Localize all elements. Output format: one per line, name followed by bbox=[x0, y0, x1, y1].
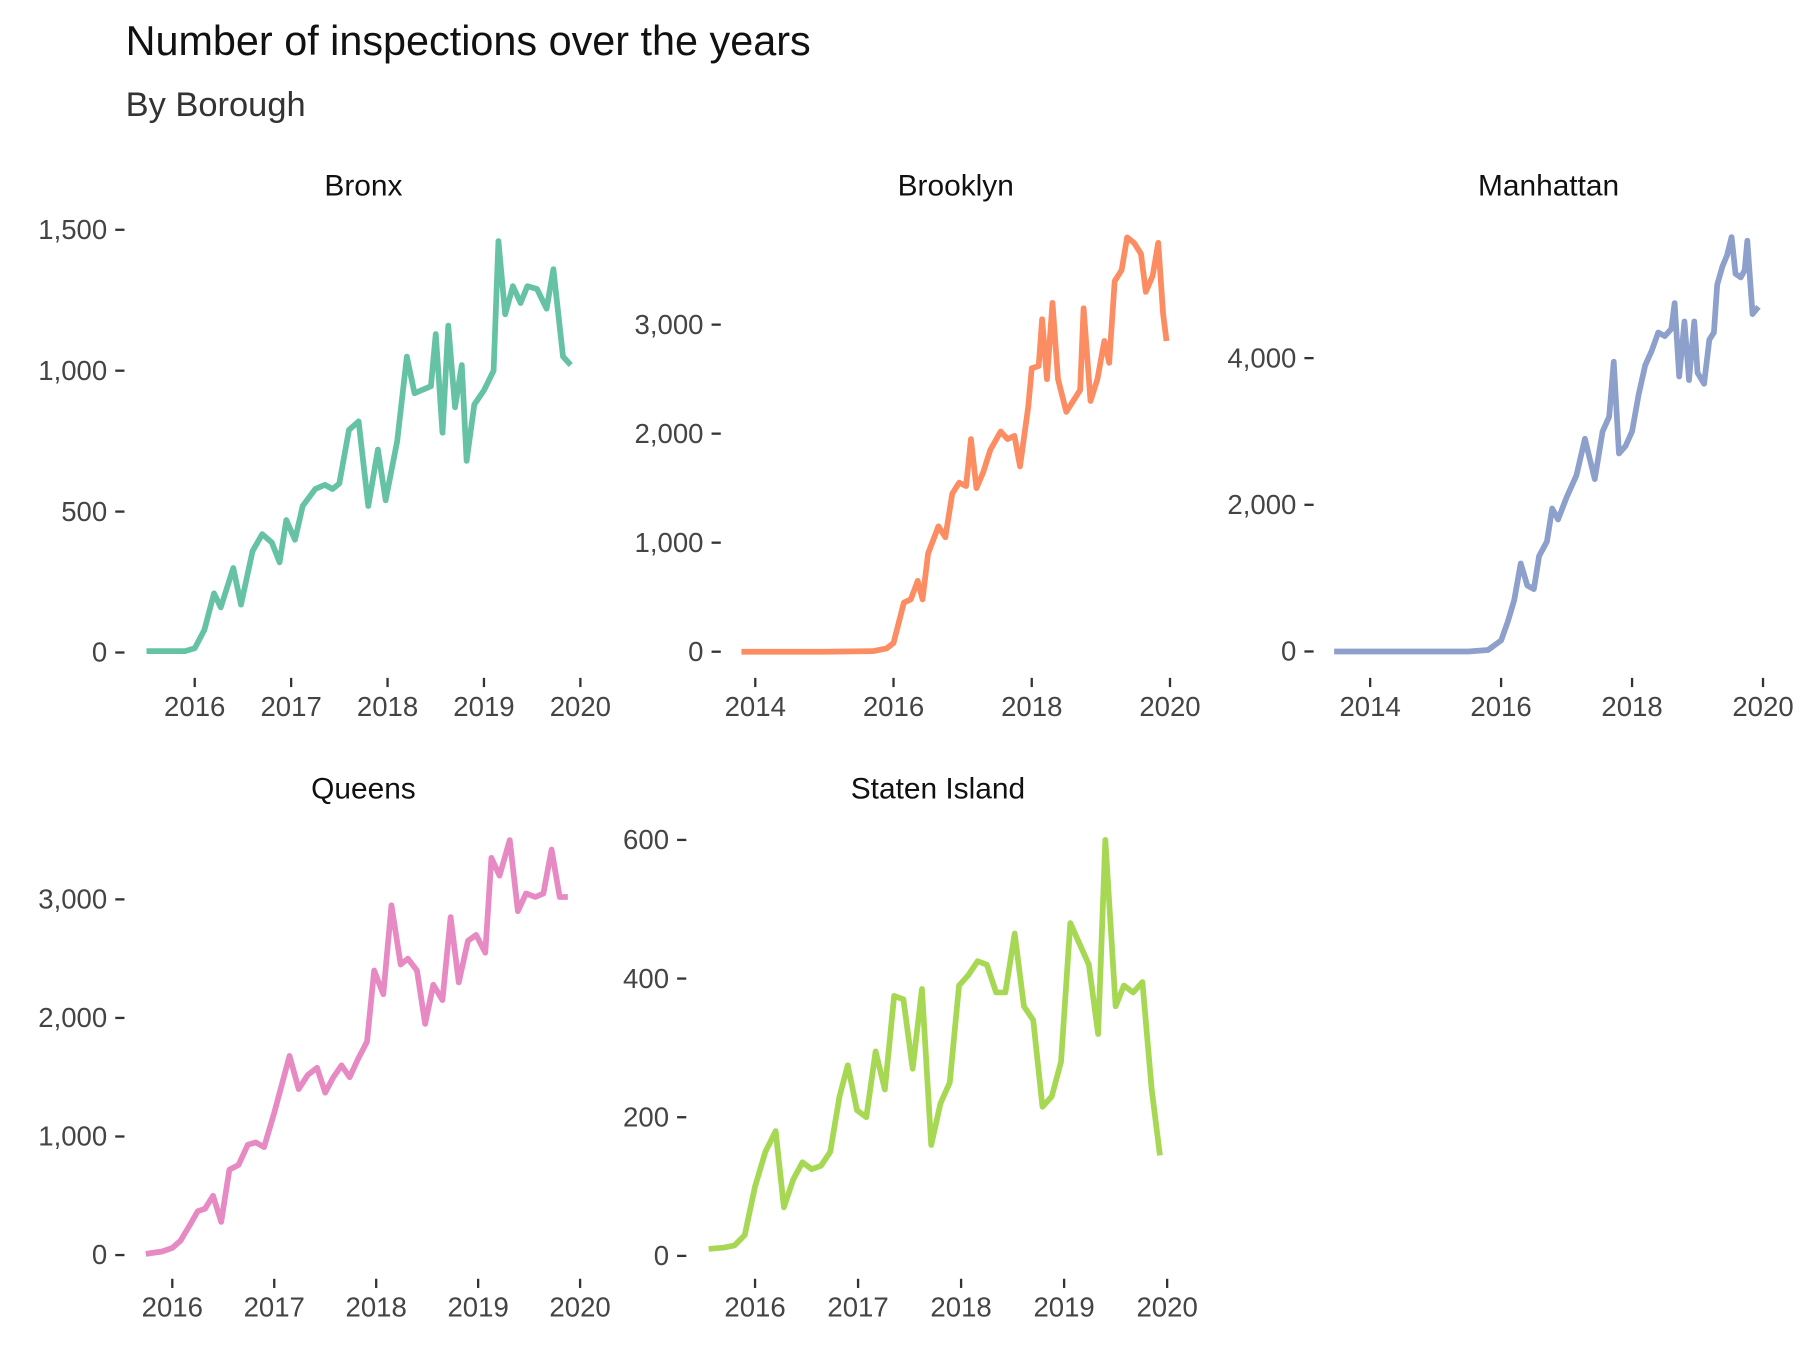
y-tick-label: 2,000 bbox=[1227, 489, 1296, 520]
panel-title: Manhattan bbox=[1478, 169, 1619, 202]
chart-subtitle: By Borough bbox=[126, 86, 306, 124]
x-tick-label: 2018 bbox=[346, 1292, 407, 1323]
y-tick-label: 600 bbox=[623, 824, 669, 855]
series-line bbox=[146, 238, 573, 654]
y-tick-label: 0 bbox=[1281, 636, 1296, 667]
panel-title: Queens bbox=[311, 773, 416, 806]
x-tick-label: 2019 bbox=[1033, 1292, 1094, 1323]
y-tick-label: 4,000 bbox=[1227, 342, 1296, 373]
x-tick-label: 2017 bbox=[260, 691, 321, 722]
y-tick-label: 1,000 bbox=[38, 1121, 107, 1152]
x-tick-label: 2019 bbox=[447, 1292, 508, 1323]
x-tick-label: 2020 bbox=[1139, 691, 1200, 722]
panel-title: Bronx bbox=[324, 169, 402, 202]
x-tick-label: 2018 bbox=[930, 1292, 991, 1323]
series-line bbox=[1334, 234, 1761, 655]
panel-title: Brooklyn bbox=[898, 169, 1014, 202]
series-line bbox=[145, 837, 568, 1257]
y-tick-label: 0 bbox=[92, 637, 107, 668]
x-tick-label: 2018 bbox=[1601, 691, 1662, 722]
x-tick-label: 2019 bbox=[453, 691, 514, 722]
x-tick-label: 2016 bbox=[142, 1292, 203, 1323]
x-tick-label: 2016 bbox=[863, 691, 924, 722]
y-tick-label: 2,000 bbox=[635, 418, 704, 449]
x-tick-label: 2014 bbox=[1339, 691, 1400, 722]
series-line bbox=[741, 234, 1170, 655]
y-tick-label: 1,000 bbox=[635, 527, 704, 558]
y-tick-label: 0 bbox=[92, 1239, 107, 1270]
y-tick-label: 0 bbox=[688, 636, 703, 667]
y-tick-label: 2,000 bbox=[38, 1002, 107, 1033]
x-tick-label: 2017 bbox=[827, 1292, 888, 1323]
x-tick-label: 2014 bbox=[725, 691, 786, 722]
x-tick-label: 2020 bbox=[550, 691, 611, 722]
y-tick-label: 400 bbox=[623, 963, 669, 994]
y-tick-label: 500 bbox=[61, 496, 107, 527]
panel-title: Staten Island bbox=[851, 773, 1025, 806]
y-tick-label: 3,000 bbox=[635, 309, 704, 340]
x-tick-label: 2016 bbox=[164, 691, 225, 722]
chart-title: Number of inspections over the years bbox=[126, 18, 811, 64]
x-tick-label: 2017 bbox=[244, 1292, 305, 1323]
y-tick-label: 3,000 bbox=[38, 884, 107, 915]
x-tick-label: 2018 bbox=[1001, 691, 1062, 722]
y-tick-label: 0 bbox=[654, 1240, 669, 1271]
x-tick-label: 2020 bbox=[549, 1292, 610, 1323]
y-tick-label: 200 bbox=[623, 1101, 669, 1132]
x-tick-label: 2018 bbox=[357, 691, 418, 722]
y-tick-label: 1,500 bbox=[38, 214, 107, 245]
x-tick-label: 2020 bbox=[1136, 1292, 1197, 1323]
x-tick-label: 2016 bbox=[724, 1292, 785, 1323]
series-line bbox=[708, 837, 1163, 1252]
x-tick-label: 2016 bbox=[1470, 691, 1531, 722]
x-tick-label: 2020 bbox=[1732, 691, 1793, 722]
y-tick-label: 1,000 bbox=[38, 355, 107, 386]
